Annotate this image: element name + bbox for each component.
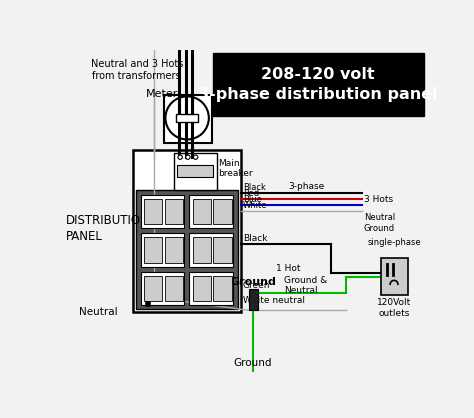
Text: 3 Hots: 3 Hots bbox=[364, 195, 393, 204]
Text: Green: Green bbox=[243, 281, 271, 291]
Bar bbox=[249, 289, 258, 311]
Bar bbox=[164, 199, 183, 224]
Bar bbox=[192, 199, 211, 224]
Text: Neutral: Neutral bbox=[79, 307, 118, 317]
Text: Neutral
Ground: Neutral Ground bbox=[364, 214, 395, 233]
Text: Ground: Ground bbox=[234, 358, 272, 368]
Text: 1 Hot: 1 Hot bbox=[276, 264, 301, 273]
Bar bbox=[141, 233, 184, 267]
Text: Black: Black bbox=[243, 183, 266, 192]
Bar bbox=[190, 272, 233, 305]
Text: Main
breaker: Main breaker bbox=[218, 159, 253, 178]
Bar bbox=[213, 199, 232, 224]
Circle shape bbox=[193, 155, 198, 159]
Text: Meter: Meter bbox=[146, 89, 178, 99]
Bar bbox=[144, 199, 162, 224]
Bar bbox=[213, 53, 423, 116]
Bar bbox=[164, 95, 212, 143]
Bar bbox=[164, 276, 183, 301]
Bar bbox=[190, 195, 233, 228]
Text: 3-phase: 3-phase bbox=[288, 182, 324, 191]
Bar bbox=[141, 195, 184, 228]
Bar bbox=[192, 276, 211, 301]
Bar bbox=[164, 237, 183, 263]
Bar bbox=[144, 276, 162, 301]
Text: White: White bbox=[243, 201, 267, 210]
Bar bbox=[190, 233, 233, 267]
Bar bbox=[213, 276, 232, 301]
Text: Neutral and 3 Hots
from transformers: Neutral and 3 Hots from transformers bbox=[91, 59, 183, 81]
Bar bbox=[176, 114, 198, 122]
Text: Red: Red bbox=[243, 189, 259, 198]
Text: Black: Black bbox=[243, 234, 267, 243]
Text: 208-120 volt
3-phase distribution panel: 208-120 volt 3-phase distribution panel bbox=[198, 67, 438, 102]
Text: Blue: Blue bbox=[243, 195, 262, 204]
Circle shape bbox=[178, 155, 182, 159]
Bar bbox=[381, 258, 408, 295]
Text: 120Volt
outlets: 120Volt outlets bbox=[377, 298, 411, 318]
Bar bbox=[136, 190, 238, 309]
Text: Ground &
Neutral: Ground & Neutral bbox=[284, 276, 327, 295]
Bar bbox=[177, 165, 213, 177]
Text: White neutral: White neutral bbox=[243, 296, 305, 305]
Bar bbox=[174, 153, 217, 189]
Text: single-phase: single-phase bbox=[367, 238, 421, 247]
Text: Ground: Ground bbox=[230, 277, 276, 287]
Bar bbox=[133, 150, 241, 312]
Bar bbox=[192, 237, 211, 263]
Text: DISTRIBUTION
PANEL: DISTRIBUTION PANEL bbox=[65, 214, 149, 243]
Circle shape bbox=[186, 155, 190, 159]
Bar bbox=[213, 237, 232, 263]
Bar bbox=[141, 272, 184, 305]
Bar bbox=[144, 237, 162, 263]
